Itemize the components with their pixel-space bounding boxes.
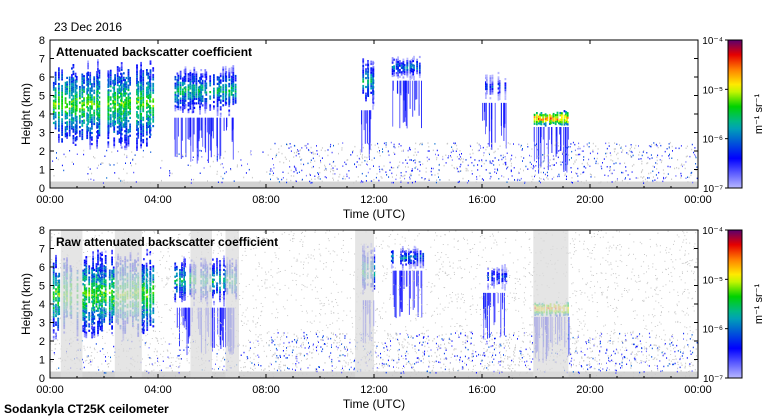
- y-tick-label: 7: [39, 54, 45, 66]
- y-tick-label: 5: [39, 281, 45, 293]
- noise-column: [60, 230, 83, 378]
- colorbar-tick-label: 10⁻⁴: [702, 36, 723, 47]
- y-tick-label: 8: [39, 35, 45, 47]
- colorbar-tick-label: 10⁻⁶: [702, 135, 723, 146]
- y-tick-label: 3: [39, 318, 45, 330]
- plot-background: [50, 40, 698, 188]
- feature-cloud: [390, 245, 425, 319]
- noise-column: [114, 230, 142, 378]
- x-tick-label: 00:00: [684, 194, 712, 206]
- colorbar: 10⁻⁴ 10⁻⁵ 10⁻⁶ 10⁻⁷ m⁻¹ sr⁻¹: [702, 36, 765, 195]
- colorbar-tick-label: 10⁻⁶: [702, 325, 723, 336]
- y-tick-label: 4: [39, 109, 45, 121]
- x-tick-label: 12:00: [360, 384, 388, 396]
- colorbar-tick-label: 10⁻⁵: [702, 85, 723, 96]
- instrument-label: Sodankyla CT25K ceilometer: [4, 402, 169, 416]
- feature-cloud: [174, 65, 237, 164]
- y-tick-label: 8: [39, 225, 45, 237]
- x-axis-label: Time (UTC): [343, 207, 405, 221]
- x-tick-label: 16:00: [468, 194, 496, 206]
- colorbar-tick-label: 10⁻⁷: [703, 374, 723, 385]
- panel-1: 0 1 2 3 4 5 6 7 8 00:00 04:00 08:00 12:00 16:00 20:00 0…: [19, 35, 765, 221]
- noise-column: [355, 230, 374, 378]
- y-axis-label: Height (km): [19, 273, 33, 335]
- panel-2: 0 1 2 3 4 5 6 7 8 00:00 04:00 08:00 12:00 16:00 20:00 0…: [19, 225, 765, 411]
- x-tick-label: 12:00: [360, 194, 388, 206]
- feature-noise: [50, 230, 699, 379]
- x-tick-label: 16:00: [468, 384, 496, 396]
- colorbar-tick-label: 10⁻⁷: [703, 184, 723, 195]
- colorbar-unit-label: m⁻¹ sr⁻¹: [753, 94, 765, 135]
- x-tick-label: 00:00: [684, 384, 712, 396]
- y-tick-label: 1: [39, 355, 45, 367]
- colorbar-tick-label: 10⁻⁵: [702, 275, 723, 286]
- feature-cloud: [483, 264, 508, 340]
- feature-cloud: [391, 55, 422, 129]
- x-tick-label: 04:00: [144, 194, 172, 206]
- feature-cloud: [533, 110, 569, 174]
- x-tick-label: 20:00: [576, 194, 604, 206]
- y-tick-label: 2: [39, 336, 45, 348]
- noise-column: [190, 230, 212, 378]
- colorbar-gradient: [727, 229, 743, 379]
- y-tick-label: 5: [39, 91, 45, 103]
- noise-column: [225, 230, 239, 378]
- x-tick-label: 08:00: [252, 384, 280, 396]
- y-tick-label: 3: [39, 128, 45, 140]
- y-tick-label: 1: [39, 165, 45, 177]
- x-tick-label: 00:00: [36, 194, 64, 206]
- x-tick-label: 04:00: [144, 384, 172, 396]
- noise-column: [533, 230, 569, 378]
- colorbar-gradient: [727, 39, 743, 189]
- y-tick-label: 4: [39, 299, 45, 311]
- feature-cloud: [361, 58, 375, 158]
- colorbar: 10⁻⁴ 10⁻⁵ 10⁻⁶ 10⁻⁷ m⁻¹ sr⁻¹: [702, 226, 765, 385]
- y-axis-label: Height (km): [19, 83, 33, 145]
- chart-title: Raw attenuated backscatter coefficient: [56, 235, 278, 249]
- feature-cloud: [482, 71, 507, 150]
- y-tick-label: 7: [39, 244, 45, 256]
- x-tick-label: 20:00: [576, 384, 604, 396]
- y-tick-label: 2: [39, 146, 45, 158]
- y-tick-label: 0: [39, 183, 45, 195]
- feature-cloud: [52, 59, 155, 151]
- chart-title: Attenuated backscatter coefficient: [56, 45, 252, 59]
- date-label: 23 Dec 2016: [54, 20, 123, 34]
- x-tick-label: 00:00: [36, 384, 64, 396]
- y-tick-label: 6: [39, 72, 45, 84]
- y-tick-label: 6: [39, 262, 45, 274]
- colorbar-unit-label: m⁻¹ sr⁻¹: [753, 284, 765, 325]
- y-tick-label: 0: [39, 373, 45, 385]
- colorbar-tick-label: 10⁻⁴: [702, 226, 723, 237]
- x-tick-label: 08:00: [252, 194, 280, 206]
- x-axis-label: Time (UTC): [343, 397, 405, 411]
